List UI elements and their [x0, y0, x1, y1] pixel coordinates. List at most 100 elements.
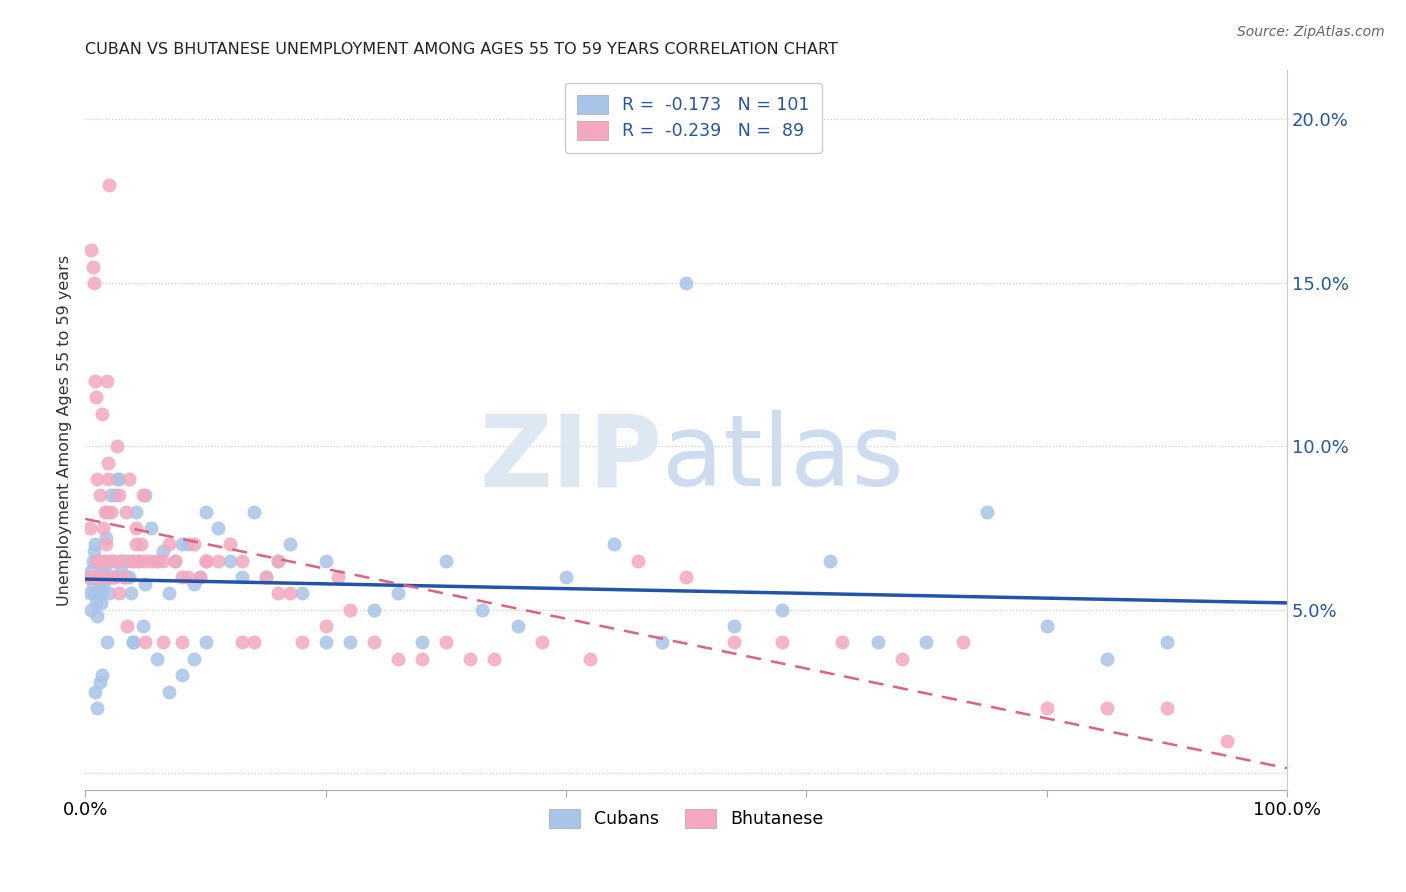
Point: [1216, 733, 1239, 747]
Point: [127, 554, 149, 568]
Point: [83, 276, 105, 290]
Point: [86, 554, 108, 568]
Point: [266, 554, 288, 568]
Point: [105, 472, 128, 486]
Point: [82, 576, 104, 591]
Point: [83, 544, 105, 558]
Point: [134, 554, 156, 568]
Point: [97, 456, 120, 470]
Point: [91, 407, 114, 421]
Point: [141, 554, 163, 568]
Point: [434, 554, 457, 568]
Point: [387, 586, 409, 600]
Point: [86, 554, 108, 568]
Point: [97, 570, 120, 584]
Point: [110, 564, 132, 578]
Point: [90, 596, 112, 610]
Point: [976, 505, 998, 519]
Point: [100, 505, 122, 519]
Point: [387, 652, 409, 666]
Point: [128, 554, 150, 568]
Point: [170, 537, 193, 551]
Point: [98, 554, 121, 568]
Point: [84, 570, 107, 584]
Point: [723, 619, 745, 633]
Point: [117, 472, 139, 486]
Point: [170, 570, 193, 584]
Point: [315, 635, 337, 649]
Point: [176, 537, 198, 551]
Point: [94, 531, 117, 545]
Point: [132, 619, 155, 633]
Point: [194, 554, 217, 568]
Point: [315, 619, 337, 633]
Point: [110, 554, 132, 568]
Point: [108, 586, 131, 600]
Point: [363, 603, 385, 617]
Point: [152, 554, 174, 568]
Point: [112, 570, 135, 584]
Point: [84, 596, 107, 610]
Point: [326, 570, 349, 584]
Point: [86, 701, 108, 715]
Point: [117, 570, 139, 584]
Point: [115, 505, 138, 519]
Point: [90, 586, 112, 600]
Point: [194, 505, 217, 519]
Point: [159, 586, 181, 600]
Point: [84, 537, 107, 551]
Point: [108, 472, 131, 486]
Point: [231, 554, 253, 568]
Point: [254, 570, 277, 584]
Point: [101, 570, 124, 584]
Point: [152, 635, 174, 649]
Point: [1035, 619, 1057, 633]
Point: [176, 570, 198, 584]
Point: [129, 537, 152, 551]
Point: [110, 554, 132, 568]
Point: [93, 521, 115, 535]
Point: [183, 576, 205, 591]
Point: [1095, 652, 1118, 666]
Point: [579, 652, 602, 666]
Point: [891, 652, 914, 666]
Point: [77, 570, 100, 584]
Point: [165, 554, 187, 568]
Point: [120, 554, 142, 568]
Point: [117, 619, 139, 633]
Point: [231, 635, 253, 649]
Point: [675, 276, 697, 290]
Point: [87, 570, 110, 584]
Point: [79, 586, 101, 600]
Point: [723, 635, 745, 649]
Point: [115, 554, 138, 568]
Point: [1156, 635, 1178, 649]
Point: [134, 576, 156, 591]
Point: [96, 505, 118, 519]
Point: [93, 564, 115, 578]
Point: [83, 586, 105, 600]
Point: [146, 554, 169, 568]
Point: [101, 570, 124, 584]
Point: [183, 537, 205, 551]
Point: [218, 554, 240, 568]
Point: [530, 635, 553, 649]
Point: [291, 635, 314, 649]
Point: [82, 554, 104, 568]
Point: [555, 570, 578, 584]
Point: [132, 488, 155, 502]
Point: [104, 488, 127, 502]
Text: ZIP: ZIP: [479, 410, 662, 508]
Point: [117, 570, 139, 584]
Point: [122, 635, 145, 649]
Point: [90, 570, 112, 584]
Point: [266, 554, 288, 568]
Point: [471, 603, 494, 617]
Point: [91, 564, 114, 578]
Point: [96, 635, 118, 649]
Point: [141, 521, 163, 535]
Text: CUBAN VS BHUTANESE UNEMPLOYMENT AMONG AGES 55 TO 59 YEARS CORRELATION CHART: CUBAN VS BHUTANESE UNEMPLOYMENT AMONG AG…: [86, 42, 838, 57]
Point: [125, 505, 148, 519]
Point: [125, 521, 148, 535]
Point: [170, 635, 193, 649]
